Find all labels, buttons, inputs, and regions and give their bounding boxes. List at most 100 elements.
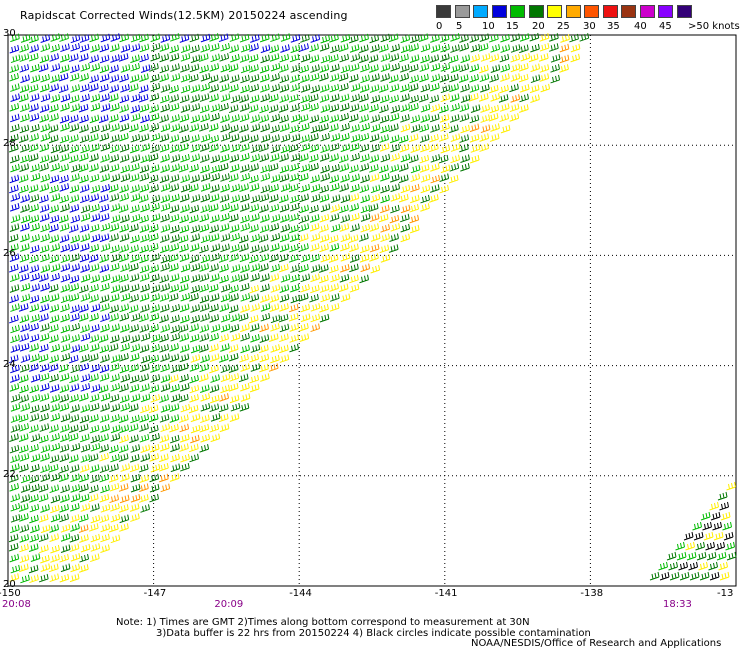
scale-label: 20	[532, 21, 545, 32]
wind-barb	[228, 63, 239, 73]
wind-barb	[10, 334, 20, 344]
wind-barb	[310, 233, 321, 242]
wind-barb	[20, 233, 30, 243]
wind-barb	[89, 283, 99, 293]
wind-barb	[70, 404, 80, 413]
wind-barb	[189, 73, 199, 83]
wind-barb	[398, 174, 409, 184]
wind-barb	[110, 414, 120, 423]
wind-barb	[80, 503, 91, 512]
wind-barb	[279, 263, 289, 273]
wind-barb	[695, 541, 705, 551]
wind-barb	[200, 434, 211, 443]
wind-barb	[210, 184, 220, 193]
wind-barb	[28, 184, 39, 193]
wind-barb	[189, 384, 200, 394]
wind-barb	[479, 93, 489, 102]
wind-barb	[268, 104, 279, 114]
wind-barb	[469, 84, 480, 93]
wind-barb	[110, 274, 121, 284]
wind-barb	[280, 44, 290, 53]
wind-barb	[299, 64, 310, 74]
wind-barb	[150, 194, 161, 204]
wind-barb	[150, 213, 161, 222]
wind-barb	[706, 551, 717, 561]
wind-barb	[160, 423, 171, 433]
wind-barb	[430, 82, 440, 92]
wind-barb	[99, 464, 110, 474]
wind-barb	[10, 344, 21, 353]
wind-barb	[480, 104, 490, 113]
wind-barb	[389, 233, 399, 243]
wind-barb	[119, 303, 130, 313]
wind-barb	[39, 303, 50, 313]
wind-barb	[410, 144, 421, 153]
wind-barb	[399, 143, 410, 153]
wind-barb	[439, 173, 450, 182]
wind-barb	[279, 333, 289, 343]
wind-barb	[29, 363, 39, 372]
wind-barb	[169, 343, 179, 352]
wind-barb	[229, 173, 239, 183]
wind-barb	[380, 53, 391, 62]
wind-barb	[130, 154, 141, 163]
wind-barb	[228, 104, 239, 114]
wind-barb	[518, 73, 529, 83]
wind-barb	[20, 194, 30, 203]
wind-barb	[220, 93, 231, 103]
wind-barb	[470, 43, 481, 53]
wind-barb	[50, 442, 61, 452]
wind-barb	[119, 193, 130, 202]
wind-barb	[220, 42, 230, 52]
wind-barb	[129, 74, 140, 83]
wind-barb	[329, 93, 340, 103]
wind-barb	[190, 233, 201, 242]
wind-barb	[49, 293, 60, 302]
wind-barb	[409, 203, 420, 213]
wind-barb	[60, 313, 70, 323]
wind-barb	[110, 54, 120, 63]
wind-barb	[190, 304, 201, 313]
wind-barb	[119, 523, 129, 532]
wind-barb	[469, 74, 479, 83]
wind-barb	[68, 354, 79, 364]
wind-barb	[99, 344, 110, 354]
wind-barb	[339, 112, 350, 122]
wind-barb	[240, 223, 251, 232]
wind-barb	[139, 474, 150, 483]
scale-swatch	[528, 5, 544, 18]
wind-barb	[80, 373, 91, 383]
wind-barb	[220, 173, 230, 182]
wind-barb	[89, 163, 99, 172]
wind-barb	[289, 202, 300, 212]
wind-barb	[110, 334, 120, 344]
wind-barb	[479, 133, 490, 142]
wind-barb	[348, 234, 359, 244]
wind-barb	[289, 213, 299, 222]
wind-barb	[109, 313, 119, 322]
wind-barb	[390, 143, 400, 153]
wind-barb	[59, 473, 69, 482]
wind-barb	[389, 214, 400, 224]
wind-barb	[569, 33, 579, 43]
wind-barb	[148, 404, 159, 414]
wind-barb	[460, 154, 470, 163]
wind-barb	[510, 63, 521, 73]
wind-barb	[700, 511, 711, 521]
wind-barb	[40, 504, 50, 513]
wind-barb	[29, 413, 40, 422]
wind-barb	[59, 194, 70, 204]
wind-barb	[20, 243, 30, 252]
wind-barb	[490, 64, 501, 73]
wind-barb	[300, 303, 311, 313]
wind-barb	[29, 343, 39, 352]
wind-barb	[160, 254, 171, 264]
scale-swatch	[491, 5, 507, 18]
wind-barb	[9, 294, 19, 304]
wind-barb	[50, 74, 60, 83]
wind-barb	[289, 74, 300, 83]
wind-barb	[219, 333, 230, 343]
wind-barb	[120, 214, 130, 224]
wind-barb	[10, 364, 20, 374]
wind-barb	[449, 93, 460, 102]
